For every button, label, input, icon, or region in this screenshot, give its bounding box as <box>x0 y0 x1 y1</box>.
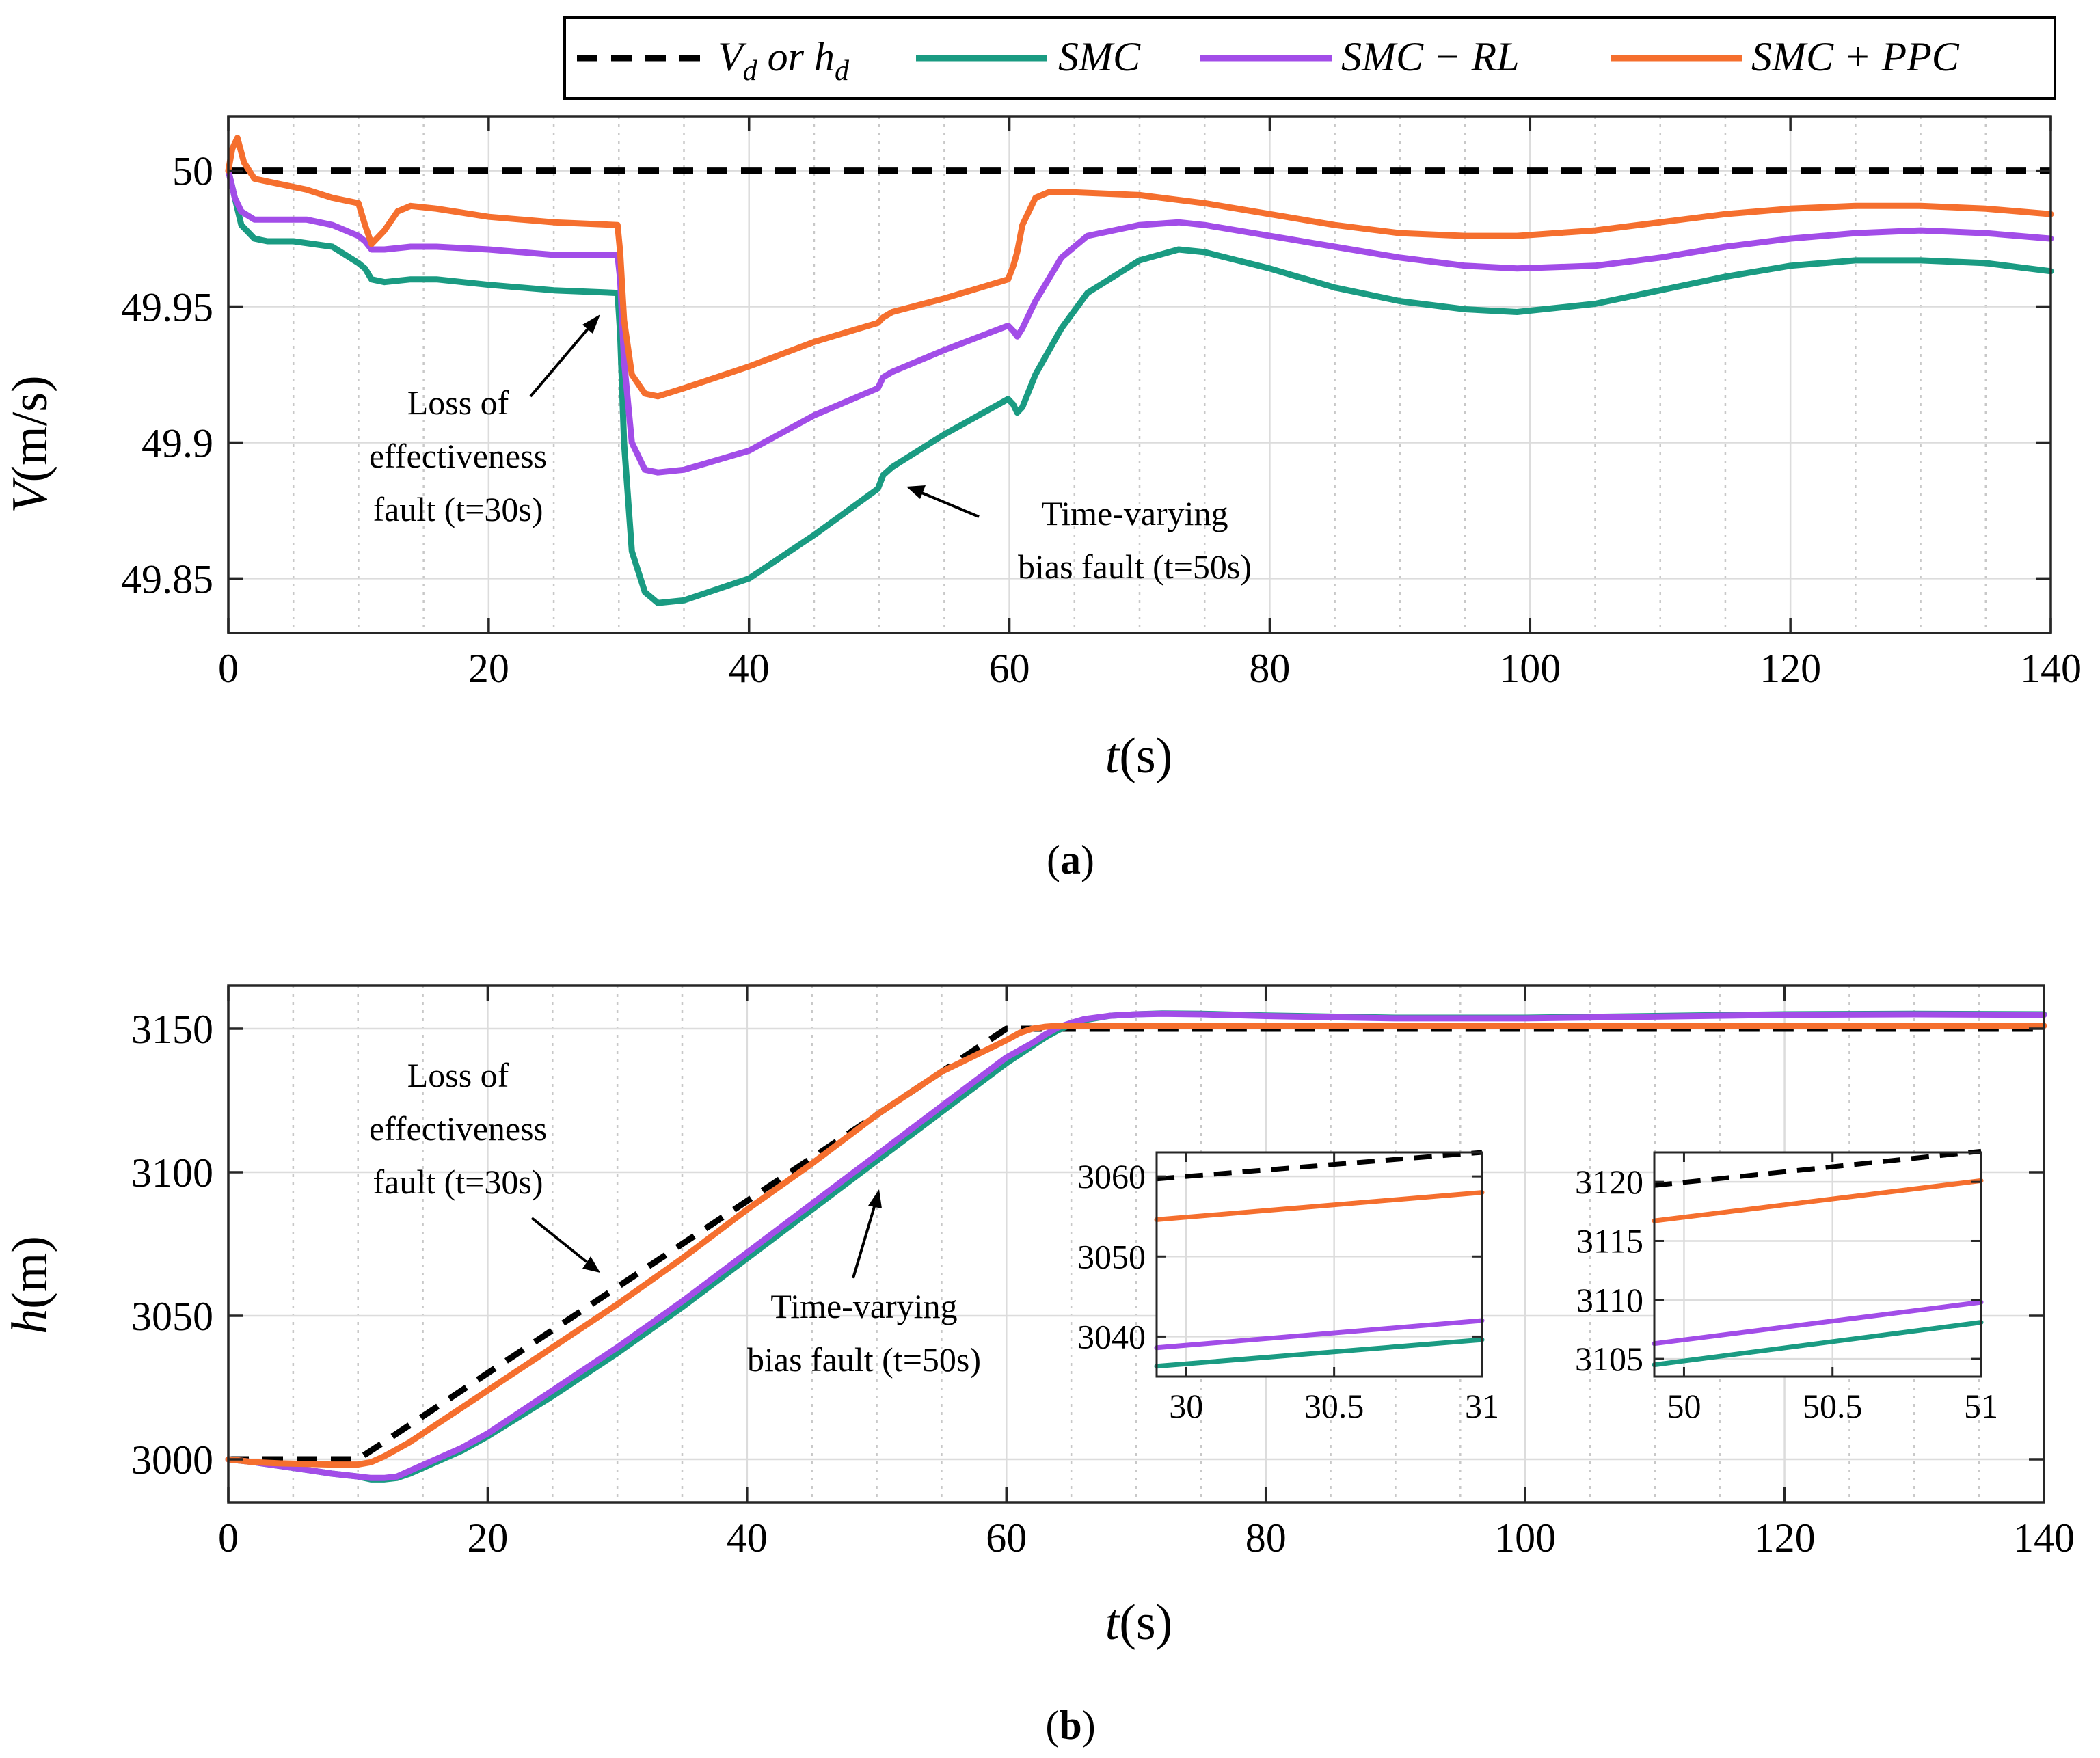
velocity-x-tick-label: 80 <box>1249 646 1290 691</box>
altitude-y-axis-label: h(m) <box>2 1236 58 1334</box>
svg-text:Time-varying: Time-varying <box>770 1287 957 1325</box>
altitude-inset-50s-series-0 <box>1654 1148 1982 1188</box>
svg-text:Loss of: Loss of <box>407 1056 509 1094</box>
altitude-inset-30s-x-tick-label: 31 <box>1465 1387 1499 1425</box>
altitude-inset-50s-x-tick-label: 51 <box>1964 1387 1998 1425</box>
altitude-y-tick-label: 3000 <box>131 1437 213 1483</box>
altitude-inset-50s-y-tick-label: 3110 <box>1576 1281 1643 1319</box>
svg-text:bias fault (t=50s): bias fault (t=50s) <box>1018 547 1252 586</box>
arrow-loss-of-effectiveness-b <box>530 1217 588 1263</box>
velocity-x-tick-label: 60 <box>989 646 1030 691</box>
altitude-x-tick-label: 20 <box>467 1515 508 1560</box>
velocity-x-tick-label: 100 <box>1499 646 1561 691</box>
altitude-series-3 <box>225 1023 2047 1468</box>
arrow-time-varying-bias-b <box>852 1204 876 1279</box>
svg-text:bias fault (t=50s): bias fault (t=50s) <box>747 1340 981 1379</box>
altitude-x-tick-label: 40 <box>727 1515 768 1560</box>
altitude-x-tick-label: 120 <box>1754 1515 1816 1560</box>
altitude-inset-30s-x-tick-label: 30.5 <box>1304 1387 1364 1425</box>
altitude-series-0 <box>228 1025 2044 1463</box>
velocity-x-tick-label: 20 <box>468 646 509 691</box>
altitude-inset-50s-x-tick-label: 50.5 <box>1803 1387 1863 1425</box>
altitude-inset-30s-background <box>1157 1152 1482 1377</box>
svg-text:Loss of: Loss of <box>407 383 509 422</box>
altitude-inset-50s-series-3 <box>1652 1320 1984 1368</box>
altitude-frame <box>227 984 2045 1504</box>
altitude-x-axis-label: t(s) <box>1105 1595 1173 1651</box>
velocity-y-tick-label: 50 <box>172 149 213 194</box>
inset-chart-50s: 50 50.5 51 3105 3110 3115 3120 <box>1575 1148 1998 1425</box>
altitude-inset-50s-series-2 <box>1652 1299 1984 1347</box>
annotation-time-varying-bias-b: Time-varying bias fault (t=50s) <box>747 1189 981 1379</box>
altitude-inset-30s-y-tick-label: 3060 <box>1077 1157 1146 1195</box>
velocity-background <box>228 116 2051 633</box>
velocity-x-tick-label: 120 <box>1760 646 1821 691</box>
velocity-series-1 <box>225 167 2054 606</box>
legend-label-smc: SMC <box>1058 34 1141 79</box>
altitude-inset-30s-series-3 <box>1154 1337 1485 1369</box>
velocity-x-tick-label: 0 <box>218 646 239 691</box>
altitude-inset-30s-frame <box>1155 1151 1483 1378</box>
legend-label-reference: Vd or hd <box>718 34 850 87</box>
altitude-inset-50s-y-tick-label: 3120 <box>1575 1163 1643 1201</box>
altitude-x-tick-label: 60 <box>986 1515 1027 1560</box>
annotation-loss-of-effectiveness: Loss of effectiveness fault (t=30s) <box>369 314 600 528</box>
velocity-x-tick-label: 140 <box>2020 646 2082 691</box>
altitude-x-tick-label: 140 <box>2013 1515 2075 1560</box>
altitude-inset-50s-frame <box>1653 1151 1982 1378</box>
altitude-inset-50s-y-tick-label: 3105 <box>1575 1340 1643 1378</box>
legend-label-smc-rl: SMC − RL <box>1341 34 1520 79</box>
svg-text:effectiveness: effectiveness <box>369 437 547 475</box>
panel-label-b: (b) <box>1045 1703 1095 1748</box>
velocity-plot-area: 0 20 40 60 80 100 120 140 49.85 49.9 49.95 50 <box>121 115 2082 691</box>
velocity-frame <box>227 115 2052 634</box>
altitude-inset-30s-x-tick-label: 30 <box>1169 1387 1203 1425</box>
velocity-x-tick-label: 40 <box>729 646 770 691</box>
altitude-x-tick-label: 0 <box>218 1515 239 1560</box>
altitude-inset-30s-y-tick-label: 3050 <box>1077 1237 1146 1275</box>
altitude-inset-30s-series-1 <box>1154 1190 1485 1222</box>
altitude-x-tick-label: 80 <box>1246 1515 1287 1560</box>
svg-text:fault (t=30s): fault (t=30s) <box>373 1163 543 1201</box>
altitude-inset-30s-y-tick-label: 3040 <box>1077 1317 1146 1355</box>
altitude-inset-30s-series-0 <box>1156 1150 1483 1182</box>
arrow-loss-of-effectiveness <box>529 323 593 398</box>
velocity-chart: 0 20 40 60 80 100 120 140 49.85 49.9 49.95 50 V(m/s… <box>2 115 2082 882</box>
svg-text:Time-varying: Time-varying <box>1041 494 1228 532</box>
annotation-loss-of-effectiveness-b: Loss of effectiveness fault (t=30s) <box>369 1056 600 1273</box>
velocity-x-axis-label: t(s) <box>1105 728 1173 784</box>
svg-text:effectiveness: effectiveness <box>369 1109 547 1148</box>
annotation-time-varying-bias: Time-varying bias fault (t=50s) <box>906 485 1252 586</box>
velocity-series-2 <box>225 167 2054 476</box>
velocity-y-axis-label: V(m/s) <box>2 375 58 513</box>
svg-text:fault (t=30s): fault (t=30s) <box>373 490 543 528</box>
velocity-y-tick-label: 49.95 <box>121 285 213 330</box>
legend: Vd or hd SMC SMC − RL SMC + PPC <box>563 16 2056 100</box>
legend-label-smc-ppc: SMC + PPC <box>1751 34 1960 79</box>
altitude-y-tick-label: 3050 <box>131 1294 213 1339</box>
arrow-time-varying-bias <box>919 491 980 518</box>
altitude-inset-30s-series-2 <box>1154 1318 1485 1351</box>
altitude-inset-50s-series-1 <box>1652 1178 1984 1223</box>
altitude-inset-50s-y-tick-label: 3115 <box>1576 1221 1643 1260</box>
altitude-inset-50s-x-tick-label: 50 <box>1667 1387 1701 1425</box>
velocity-y-tick-label: 49.9 <box>142 420 213 465</box>
altitude-y-tick-label: 3150 <box>131 1007 213 1052</box>
panel-label-a: (a) <box>1047 837 1094 882</box>
altitude-y-tick-label: 3100 <box>131 1150 213 1195</box>
altitude-x-tick-label: 100 <box>1494 1515 1556 1560</box>
altitude-series-2 <box>225 1010 2047 1481</box>
velocity-series-3 <box>225 135 2054 400</box>
inset-chart-30s: 30 30.5 31 3040 3050 3060 <box>1077 1150 1499 1425</box>
velocity-y-tick-label: 49.85 <box>121 556 213 601</box>
